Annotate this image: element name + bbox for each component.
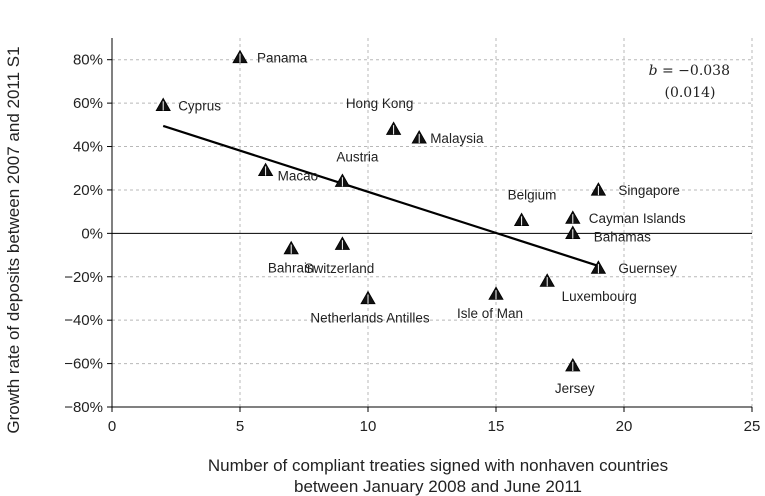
regression-line — [162, 124, 599, 267]
point-label-panama: Panama — [257, 51, 308, 66]
x-tick-label-1: 5 — [236, 418, 244, 435]
y-tick-label-6: 40% — [73, 139, 103, 156]
y-tick-label-5: 20% — [73, 182, 103, 199]
point-label-netherlands-antilles: Netherlands Antilles — [310, 310, 430, 325]
x-tick-label-0: 0 — [108, 418, 116, 435]
point-label-austria: Austria — [336, 149, 379, 164]
coefficient-symbol: b — [649, 63, 658, 79]
point-label-cayman-islands: Cayman Islands — [589, 211, 686, 226]
y-tick-label-3: −20% — [64, 269, 103, 286]
y-tick-label-0: −80% — [64, 399, 103, 416]
point-label-cyprus: Cyprus — [178, 98, 221, 113]
x-tick-label-2: 10 — [360, 418, 377, 435]
coefficient-annotation: b = −0.038 — [649, 63, 730, 79]
point-label-hong-kong: Hong Kong — [346, 96, 414, 111]
point-label-switzerland: Switzerland — [305, 261, 375, 276]
point-label-guernsey: Guernsey — [618, 261, 677, 276]
y-tick-labels: −80% −60% −40% −20% 0% 20% 40% 60% 80% — [64, 52, 112, 416]
point-label-macao: Macao — [278, 168, 319, 183]
y-axis-title: Growth rate of deposits between 2007 and… — [4, 46, 23, 433]
data-point-labels: Panama Cyprus Hong Kong Malaysia Austria Maca… — [178, 51, 686, 396]
point-label-bahrain: Bahrain — [268, 261, 315, 276]
x-axis-title-line1: Number of compliant treaties signed with… — [208, 456, 668, 475]
point-label-singapore: Singapore — [618, 183, 680, 198]
point-label-luxembourg: Luxembourg — [562, 289, 637, 304]
x-tick-labels: 0 5 10 15 20 25 — [108, 407, 761, 435]
y-tick-label-8: 80% — [73, 52, 103, 69]
point-label-jersey: Jersey — [555, 381, 595, 396]
axes — [111, 38, 752, 408]
x-axis-title-line2: between January 2008 and June 2011 — [294, 477, 582, 496]
x-tick-label-5: 25 — [744, 418, 761, 435]
x-tick-label-3: 15 — [488, 418, 505, 435]
point-label-bahamas: Bahamas — [594, 229, 651, 244]
point-label-malaysia: Malaysia — [430, 131, 484, 146]
y-tick-label-7: 60% — [73, 95, 103, 112]
standard-error-annotation: (0.014) — [664, 85, 715, 101]
point-label-belgium: Belgium — [508, 187, 557, 202]
x-tick-label-4: 20 — [616, 418, 633, 435]
y-tick-label-4: 0% — [81, 225, 103, 242]
y-tick-label-1: −60% — [64, 356, 103, 373]
point-label-isle-of-man: Isle of Man — [457, 306, 523, 321]
coefficient-value: = −0.038 — [658, 63, 730, 79]
y-tick-label-2: −40% — [64, 312, 103, 329]
data-points — [155, 49, 607, 372]
